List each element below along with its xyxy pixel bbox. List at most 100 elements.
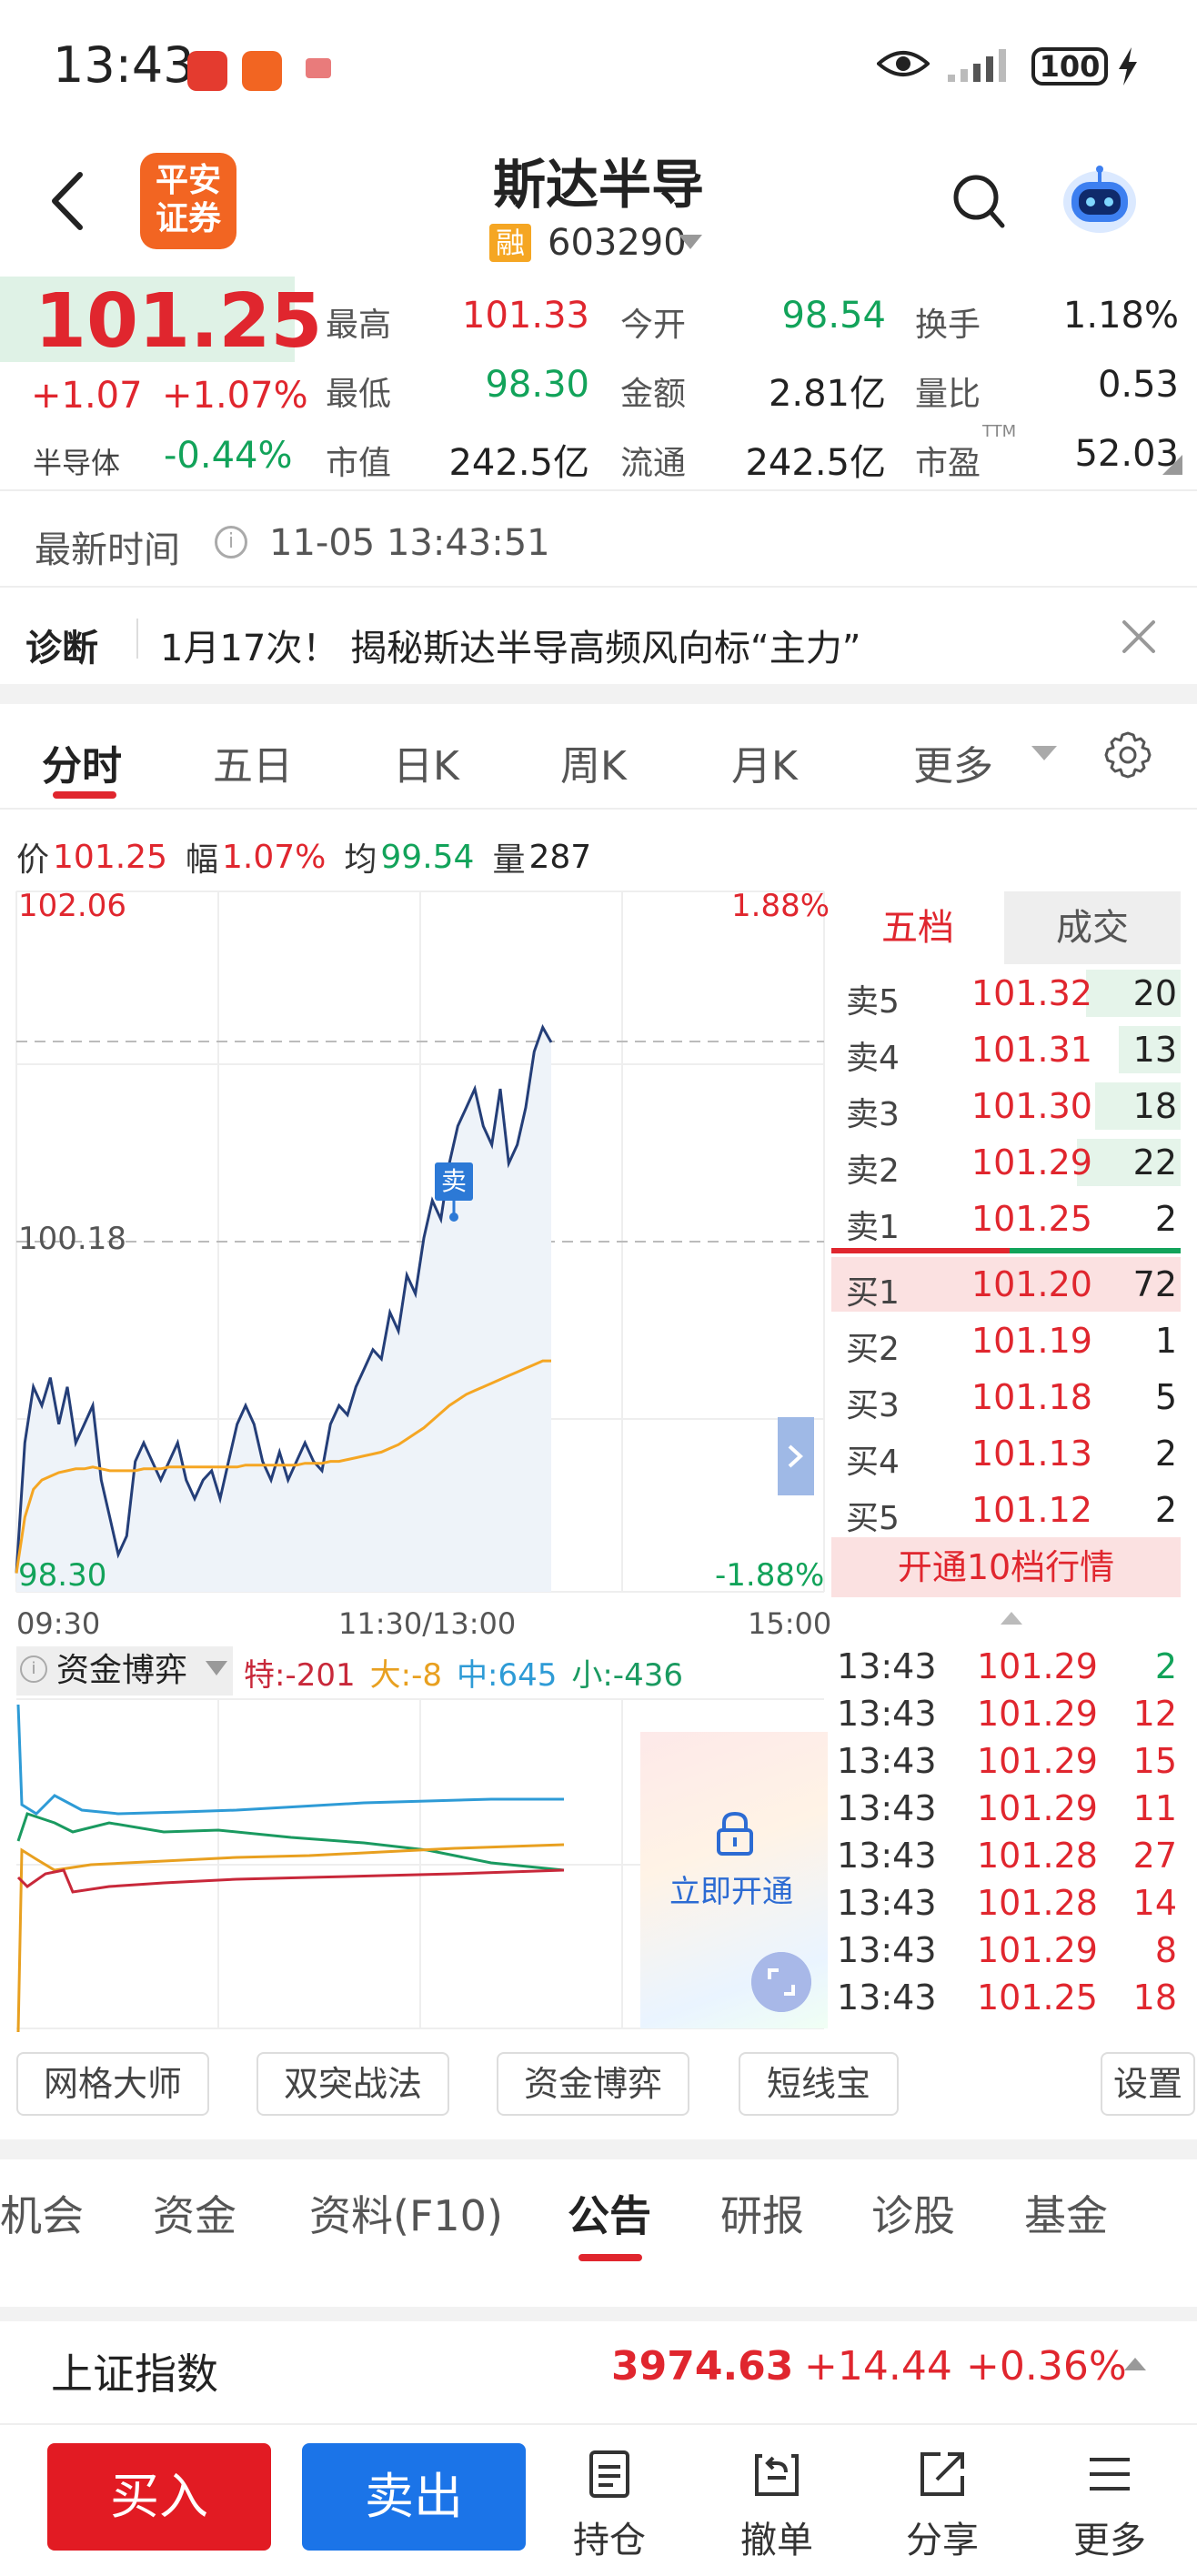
divider xyxy=(0,2423,1197,2425)
chevron-down-icon[interactable] xyxy=(1031,746,1057,760)
tab-more[interactable]: 更多 xyxy=(913,743,993,790)
tab-trades[interactable]: 成交 xyxy=(1004,891,1181,964)
price-label: 价 xyxy=(16,841,50,879)
section-gap xyxy=(0,684,1197,704)
y-axis-mid: 100.18 xyxy=(18,1221,126,1257)
share-label: 分享 xyxy=(906,2520,979,2561)
ask-row-1: 卖1 101.25 2 xyxy=(846,1199,1177,1246)
avg-label: 均 xyxy=(344,841,377,879)
tab-order-book[interactable]: 五档 xyxy=(831,891,1004,964)
position-button[interactable]: 持仓 xyxy=(546,2447,673,2563)
ask-row-5: 卖5 101.32 20 xyxy=(831,966,1181,1021)
pingan-app-icon xyxy=(242,51,282,91)
unlock-button[interactable]: 立即开通 xyxy=(669,1874,793,1910)
tab-research[interactable]: 研报 xyxy=(720,2191,804,2240)
trade-row: 13:43 101.29 12 xyxy=(837,1694,1177,1734)
pe-label: 市盈 xyxy=(915,445,981,482)
expand-icon[interactable] xyxy=(751,1952,811,2012)
notification-icon xyxy=(306,58,331,78)
ask-volume-bar xyxy=(1095,1082,1181,1130)
open-level10-button[interactable]: 开通10档行情 xyxy=(831,1537,1181,1597)
tab-diagnose[interactable]: 诊股 xyxy=(871,2191,955,2240)
ask-volume-bar xyxy=(1119,1026,1181,1073)
sector-name[interactable]: 半导体 xyxy=(33,446,121,480)
amount-label: 金额 xyxy=(620,376,687,413)
tab-five-day[interactable]: 五日 xyxy=(213,743,293,790)
search-icon[interactable] xyxy=(951,173,1006,229)
chevron-up-icon[interactable] xyxy=(1001,1612,1022,1625)
bid-row-2: 买2 101.19 1 xyxy=(846,1321,1177,1368)
tab-opportunity[interactable]: 机会 xyxy=(0,2191,84,2240)
tab-indicator xyxy=(578,2254,642,2261)
short-line-button[interactable]: 短线宝 xyxy=(739,2052,899,2116)
sell-marker-label: 卖 xyxy=(441,1166,467,1196)
robot-assistant-icon[interactable] xyxy=(1059,164,1141,236)
double-break-button[interactable]: 双突战法 xyxy=(256,2052,449,2116)
price-change: +1.07 xyxy=(31,375,143,417)
chevron-down-icon[interactable] xyxy=(679,235,702,249)
more-button[interactable]: 更多 xyxy=(1046,2447,1173,2563)
ask-volume-bar xyxy=(1077,1139,1181,1186)
amount-value: 2.81亿 xyxy=(768,373,886,415)
average-price-line xyxy=(15,1359,551,1574)
info-icon[interactable]: i xyxy=(215,526,247,558)
settings-button[interactable]: 设置 xyxy=(1101,2052,1195,2116)
tab-f10[interactable]: 资料(F10) xyxy=(309,2191,503,2240)
x-axis-mid: 11:30/13:00 xyxy=(338,1606,517,1641)
float-cap-label: 流通 xyxy=(620,445,687,482)
current-price: 101.25 xyxy=(35,278,323,365)
chart-info-bar: 价 101.25 幅 1.07% 均 99.54 量 287 xyxy=(16,833,595,880)
gear-icon[interactable] xyxy=(1102,730,1153,780)
share-button[interactable]: 分享 xyxy=(879,2447,1006,2563)
trade-row: 13:43 101.28 27 xyxy=(837,1836,1177,1876)
index-name[interactable]: 上证指数 xyxy=(51,2350,218,2399)
trade-row: 13:43 101.25 18 xyxy=(837,1977,1177,2018)
trade-row: 13:43 101.28 14 xyxy=(837,1883,1177,1923)
info-avg: 99.54 xyxy=(380,838,475,876)
tab-monthly-k[interactable]: 月K xyxy=(731,743,798,790)
buy-button[interactable]: 买入 xyxy=(47,2443,271,2551)
tab-intraday[interactable]: 分时 xyxy=(42,743,122,790)
ask-row-4: 卖4 101.31 13 xyxy=(831,1022,1181,1077)
corner-expand-icon[interactable] xyxy=(1162,455,1182,475)
margin-badge: 融 xyxy=(489,224,531,262)
back-icon[interactable] xyxy=(45,169,91,233)
index-value: 3974.63 xyxy=(611,2343,794,2390)
float-cap-value: 242.5亿 xyxy=(745,442,886,484)
battery-indicator: 100 xyxy=(1031,47,1108,86)
amp-label: 幅 xyxy=(185,841,218,879)
intraday-chart[interactable]: 卖 xyxy=(0,882,830,1646)
volume-ratio-label: 量比 xyxy=(915,376,981,413)
price-area xyxy=(16,1027,551,1592)
sell-marker: 卖 xyxy=(435,1162,473,1222)
close-icon[interactable] xyxy=(1119,617,1159,657)
info-icon[interactable]: i xyxy=(20,1655,47,1683)
tab-daily-k[interactable]: 日K xyxy=(393,743,459,790)
grid-master-button[interactable]: 网格大师 xyxy=(16,2052,209,2116)
chevron-right-icon xyxy=(788,1444,803,1468)
high-value: 101.33 xyxy=(462,295,589,337)
fund-game-button[interactable]: 资金博弈 xyxy=(497,2052,689,2116)
cancel-order-button[interactable]: 撤单 xyxy=(713,2447,840,2563)
info-amp: 1.07% xyxy=(222,838,327,876)
diagnosis-text[interactable]: 1月17次！ 揭秘斯达半导高频风向标“主力” xyxy=(160,628,861,669)
large-flow-line xyxy=(16,1843,565,2032)
tab-funds-related[interactable]: 基金 xyxy=(1024,2191,1108,2240)
index-change-pct: +0.36% xyxy=(966,2343,1127,2390)
tab-funds[interactable]: 资金 xyxy=(153,2191,236,2240)
chevron-up-icon[interactable] xyxy=(1124,2358,1146,2370)
pe-value: 52.03 xyxy=(1074,433,1179,475)
tab-weekly-k[interactable]: 周K xyxy=(560,743,627,790)
index-change: +14.44 xyxy=(804,2343,952,2390)
more-label: 更多 xyxy=(1073,2520,1146,2561)
chevron-down-icon[interactable] xyxy=(206,1661,227,1675)
tab-announcements[interactable]: 公告 xyxy=(568,2191,651,2240)
fund-flow-selector[interactable]: 资金博弈 xyxy=(16,1646,233,1696)
stock-code[interactable]: 603290 xyxy=(548,222,687,264)
x-axis-end: 15:00 xyxy=(748,1606,832,1641)
sector-change-pct: -0.44% xyxy=(164,435,293,477)
sell-button[interactable]: 卖出 xyxy=(302,2443,526,2551)
high-label: 最高 xyxy=(326,307,392,344)
section-gap xyxy=(0,2307,1197,2321)
bid-row-3: 买3 101.18 5 xyxy=(846,1377,1177,1424)
